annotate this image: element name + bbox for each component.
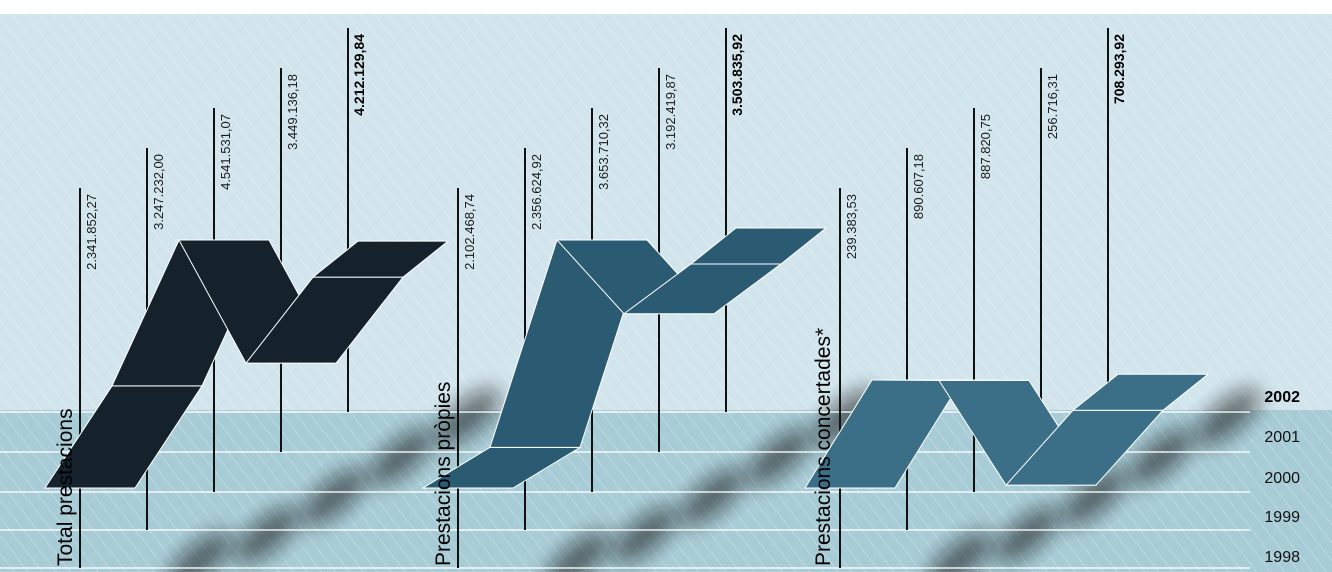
chart-top-band	[0, 0, 1332, 14]
value-label-1998: 2.341.852,27	[84, 194, 99, 270]
year-label-2001: 2001	[1264, 429, 1300, 446]
value-label-2000: 4.541.531,07	[218, 114, 233, 190]
value-label-1998: 2.102.468,74	[462, 194, 477, 270]
value-label-2001: 256.716,31	[1045, 74, 1060, 139]
panel-title: Prestacions concertades*	[812, 328, 835, 566]
shadow-2001	[1128, 428, 1194, 486]
value-label-2000: 887.820,75	[978, 114, 993, 179]
shadow-2002	[435, 388, 501, 446]
panel-titles: Total prestacions Prestacions pròpies Pres…	[54, 328, 835, 566]
value-labels: 2.341.852,27 3.247.232,00 4.541.531,07 3.44…	[84, 34, 1127, 270]
shadow-2001	[746, 428, 812, 486]
staircase-steps	[44, 227, 1210, 489]
value-label-1999: 2.356.624,92	[529, 154, 544, 230]
year-label-2002: 2002	[1264, 389, 1300, 406]
value-label-2002: 708.293,92	[1111, 34, 1127, 104]
shadow-2001	[368, 428, 434, 486]
shadow-layer	[167, 388, 1261, 572]
value-label-1998: 239.383,53	[844, 194, 859, 259]
shadow-2000	[301, 468, 367, 526]
value-label-2001: 3.192.419,87	[663, 74, 678, 150]
year-label-1999: 1999	[1264, 509, 1300, 526]
shadow-2000	[1061, 468, 1127, 526]
year-labels: 1998 1999 2000 2001 2002	[1264, 389, 1300, 566]
shadow-1998	[927, 531, 993, 572]
value-label-2002: 4.212.129,84	[351, 34, 367, 116]
shadow-2000	[679, 468, 745, 526]
value-label-1999: 3.247.232,00	[151, 154, 166, 230]
value-label-2000: 3.653.710,32	[596, 114, 611, 190]
shadow-1999	[994, 506, 1060, 564]
panel-title: Prestacions pròpies	[432, 382, 455, 566]
step-2002	[1071, 373, 1210, 411]
year-label-2000: 2000	[1264, 470, 1300, 487]
year-label-1998: 1998	[1264, 549, 1300, 566]
step-2002	[689, 227, 828, 265]
panel-title: Total prestacions	[54, 408, 77, 566]
value-label-2001: 3.449.136,18	[285, 74, 300, 150]
shadow-1998	[545, 531, 611, 572]
shadow-1999	[234, 506, 300, 564]
step-2002	[311, 240, 450, 278]
value-label-2002: 3.503.835,92	[729, 34, 745, 116]
shadow-1998	[167, 531, 233, 572]
shadow-1999	[612, 506, 678, 564]
value-label-1999: 890.607,18	[911, 154, 926, 219]
shadow-2002	[1195, 388, 1261, 446]
